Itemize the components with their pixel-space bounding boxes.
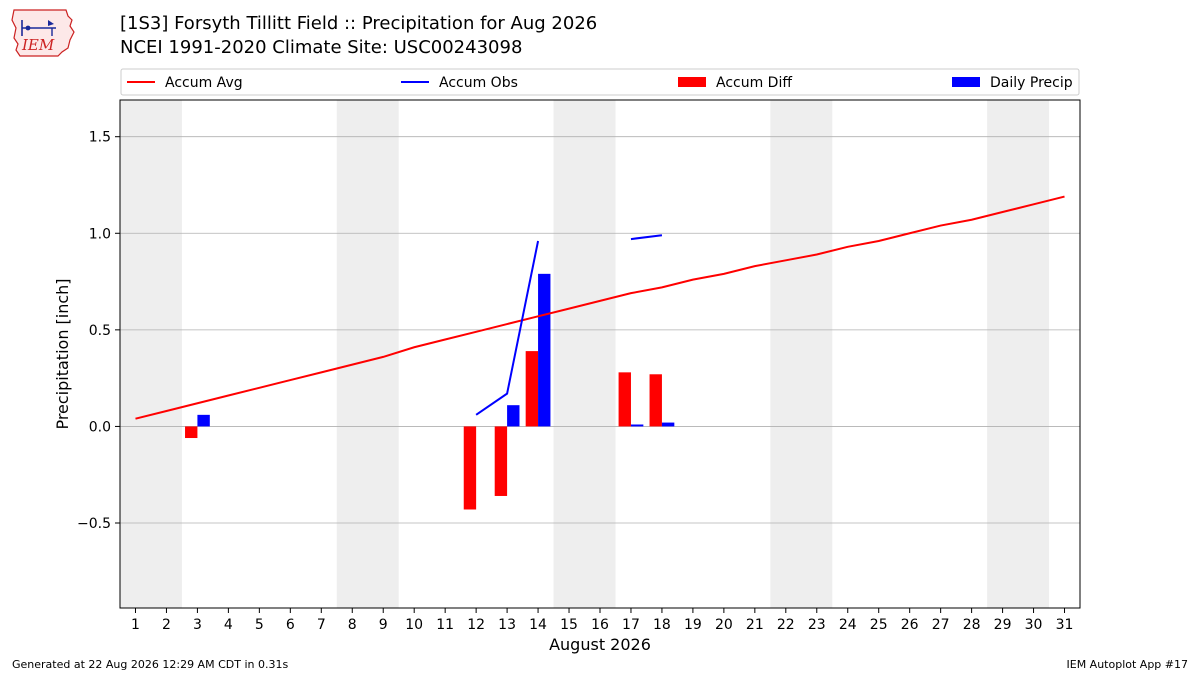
weekend-shading xyxy=(120,100,1050,608)
generated-timestamp: Generated at 22 Aug 2026 12:29 AM CDT in… xyxy=(12,658,289,671)
legend-accum-diff-swatch xyxy=(678,77,706,87)
x-tick-label: 21 xyxy=(746,617,764,633)
logo-text: IEM xyxy=(21,36,55,54)
chart-title: [1S3] Forsyth Tillitt Field :: Precipita… xyxy=(120,13,598,34)
accum-obs-line xyxy=(630,234,663,241)
daily-precip-bar xyxy=(630,424,644,427)
accum-avg-line xyxy=(135,195,1065,420)
x-tick-label: 25 xyxy=(870,617,888,633)
weekend-band xyxy=(987,100,1050,608)
chart-subtitle: NCEI 1991-2020 Climate Site: USC00243098 xyxy=(120,37,523,58)
x-tick-label: 8 xyxy=(348,617,357,633)
x-tick-label: 2 xyxy=(162,617,171,633)
y-axis: −0.5 0.0 0.5 1.0 1.5 xyxy=(77,130,120,532)
x-tick-label: 7 xyxy=(317,617,326,633)
x-tick-label: 4 xyxy=(224,617,233,633)
x-tick-label: 24 xyxy=(839,617,857,633)
weekend-band xyxy=(770,100,833,608)
x-tick-label: 26 xyxy=(901,617,919,633)
legend: Accum Avg Accum Obs Accum Diff Daily Precip xyxy=(120,68,1080,96)
y-tick-label: 0.5 xyxy=(89,323,111,339)
accum-diff-bar xyxy=(649,374,662,427)
x-tick-label: 15 xyxy=(560,617,578,633)
x-tick-label: 28 xyxy=(963,617,981,633)
accum-diff-bar xyxy=(185,426,198,439)
legend-box xyxy=(120,68,1080,96)
x-axis: 1 2 3 4 5 6 7 8 9 10 11 12 13 14 15 16 17 18 19 20 21 22 23 24 2… xyxy=(131,608,1073,633)
daily-precip-bar xyxy=(538,273,551,427)
x-tick-label: 12 xyxy=(467,617,485,633)
x-tick-label: 11 xyxy=(436,617,454,633)
x-tick-label: 30 xyxy=(1025,617,1043,633)
accum-diff-bar xyxy=(525,351,539,427)
x-tick-label: 23 xyxy=(808,617,826,633)
legend-accum-avg-label: Accum Avg xyxy=(165,75,243,91)
x-tick-label: 3 xyxy=(193,617,202,633)
app-label: IEM Autoplot App #17 xyxy=(1066,658,1189,671)
weekend-band xyxy=(120,100,182,608)
x-tick-label: 31 xyxy=(1056,617,1074,633)
grid-lines xyxy=(120,136,1080,524)
accum-diff-bar xyxy=(494,426,508,496)
daily-precip-bar xyxy=(507,405,520,427)
accum-diff-bar xyxy=(618,372,631,427)
y-tick-label: −0.5 xyxy=(77,516,111,532)
x-tick-label: 14 xyxy=(529,617,547,633)
x-tick-label: 27 xyxy=(932,617,950,633)
x-tick-label: 10 xyxy=(405,617,423,633)
x-tick-label: 5 xyxy=(255,617,264,633)
x-tick-label: 22 xyxy=(777,617,795,633)
x-tick-label: 9 xyxy=(379,617,388,633)
x-tick-label: 17 xyxy=(622,617,640,633)
legend-accum-diff-label: Accum Diff xyxy=(716,75,792,91)
x-tick-label: 20 xyxy=(715,617,733,633)
y-tick-label: 1.0 xyxy=(89,226,111,242)
y-axis-label: Precipitation [inch] xyxy=(53,278,72,429)
bars xyxy=(185,273,675,510)
x-axis-label: August 2026 xyxy=(549,635,651,654)
x-tick-label: 18 xyxy=(653,617,671,633)
accum-diff-bar xyxy=(463,426,477,510)
iem-logo: IEM xyxy=(11,9,75,57)
x-tick-label: 29 xyxy=(994,617,1012,633)
x-tick-label: 6 xyxy=(286,617,295,633)
y-tick-label: 1.5 xyxy=(89,130,111,146)
lines xyxy=(135,195,1065,420)
x-tick-label: 19 xyxy=(684,617,702,633)
accum-obs-line xyxy=(475,240,540,416)
x-tick-label: 16 xyxy=(591,617,609,633)
legend-daily-precip-swatch xyxy=(952,77,980,87)
x-tick-label: 13 xyxy=(498,617,516,633)
weekend-band xyxy=(553,100,616,608)
daily-precip-bar xyxy=(661,422,675,427)
y-tick-label: 0.0 xyxy=(89,419,111,435)
legend-accum-obs-label: Accum Obs xyxy=(439,75,518,91)
x-tick-label: 1 xyxy=(131,617,140,633)
daily-precip-bar xyxy=(197,414,210,427)
legend-daily-precip-label: Daily Precip xyxy=(990,75,1073,91)
